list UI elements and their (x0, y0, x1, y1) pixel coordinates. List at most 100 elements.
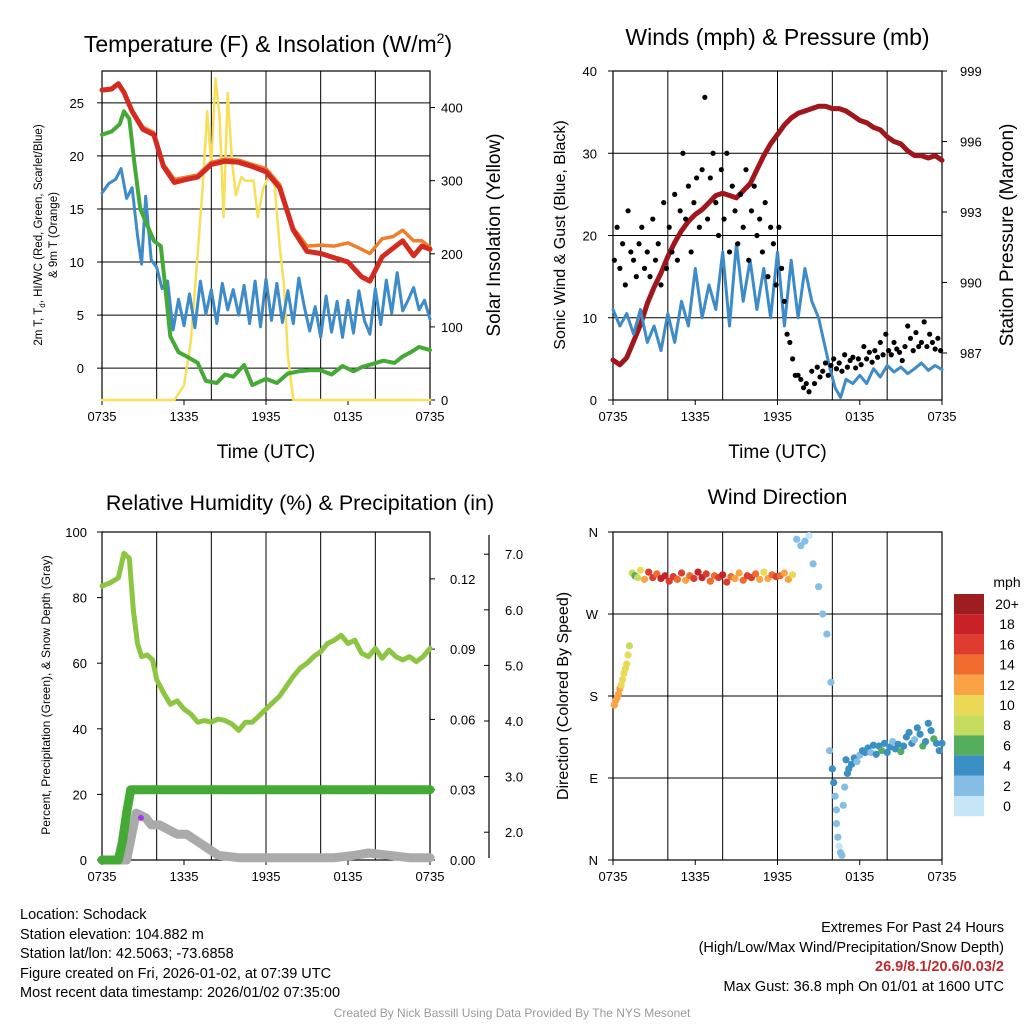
extremes-info: Extremes For Past 24 Hours (High/Low/Max… (699, 919, 1004, 997)
station-location: Location: Schodack (20, 907, 147, 923)
gust-point (647, 274, 653, 280)
y2-tick-label: 987 (960, 346, 982, 361)
gust-point (858, 362, 864, 368)
gust-point (625, 208, 631, 214)
direction-point (880, 739, 889, 747)
series-line-heat-index-wind-chill (100, 167, 432, 339)
gust-points (611, 94, 944, 395)
direction-point (828, 765, 836, 773)
gust-point (636, 241, 642, 247)
x-tick-label: 1935 (252, 409, 281, 424)
direction-point (869, 741, 878, 749)
gust-point (699, 167, 705, 173)
legend-label: 6 (1003, 737, 1011, 753)
gust-point (872, 348, 878, 354)
gust-point (694, 175, 700, 181)
direction-point (841, 783, 849, 791)
gust-point (652, 257, 659, 263)
gust-point (806, 389, 812, 395)
gust-point (685, 183, 691, 189)
direction-point (910, 736, 919, 744)
gust-point (907, 335, 914, 341)
direction-point (832, 819, 841, 828)
chart-title-winds: Winds (mph) & Pressure (mb) (625, 24, 929, 50)
direction-point (927, 727, 935, 735)
direction-point (889, 737, 897, 746)
gust-point (650, 216, 656, 222)
y2-tick-label: 996 (960, 135, 982, 150)
y-axis-label-temp-line2: & 9m T (Orange) (48, 192, 60, 278)
chart-title-temp: Temperature (F) & Insolation (W/m2) (84, 30, 452, 57)
gust-point (614, 224, 620, 230)
x-tick-label: 0735 (599, 869, 628, 884)
gust-point (927, 331, 933, 337)
gust-point (754, 232, 760, 239)
direction-point (825, 747, 834, 755)
figure-created: Figure created on Fri, 2026-01-02, at 07… (20, 965, 332, 982)
y2-tick-label: 0.09 (450, 642, 475, 657)
marker-point (137, 814, 144, 821)
gust-point (861, 343, 867, 350)
direction-point (645, 568, 653, 576)
y-tick-label: W (586, 607, 599, 622)
gust-point (913, 329, 919, 336)
direction-point (897, 747, 905, 756)
gust-point (683, 216, 689, 222)
y-tick-label: 20 (70, 149, 84, 164)
gust-point (833, 366, 840, 372)
gust-point (663, 265, 670, 271)
x-tick-label: 0735 (599, 409, 628, 424)
gust-point (691, 200, 697, 206)
gust-point (661, 200, 667, 206)
direction-point (878, 747, 886, 755)
gust-point (713, 200, 719, 206)
gust-point (902, 343, 908, 350)
direction-point (842, 756, 850, 764)
y-tick-label: 80 (73, 591, 87, 606)
gust-point (762, 200, 768, 206)
station-info: Location: Schodack Station elevation: 10… (20, 906, 340, 1004)
gust-point (770, 241, 776, 247)
gust-point (619, 241, 626, 247)
gust-point (630, 257, 637, 263)
y2-tick-label: 993 (960, 205, 982, 220)
direction-point (839, 801, 847, 809)
y2-tick-label: 300 (441, 174, 463, 189)
y-tick-label: 15 (70, 202, 84, 217)
gust-point (704, 216, 711, 222)
legend-swatch (954, 674, 984, 695)
y-tick-label: 0 (77, 361, 84, 376)
x-axis-label-temp: Time (UTC) (217, 442, 316, 463)
gust-point (800, 385, 807, 391)
x-axis-label-winds: Time (UTC) (728, 442, 827, 463)
legend-label: 0 (1003, 798, 1011, 814)
legend-swatch (954, 755, 984, 776)
series-line-relative-humidity (99, 550, 433, 733)
gust-point (831, 356, 837, 362)
extremes-title: Extremes For Past 24 Hours (821, 920, 1004, 936)
gust-point (726, 249, 733, 255)
direction-point (853, 758, 861, 766)
y-tick-label: 0 (80, 853, 87, 868)
x-tick-label: 1935 (763, 409, 792, 424)
gust-point (776, 224, 782, 230)
legend-label: 4 (1003, 758, 1011, 774)
gust-point (740, 224, 746, 230)
y2-tick-label: 0.03 (450, 783, 475, 798)
legend-swatch (954, 715, 984, 736)
max-gust: Max Gust: 36.8 mph On 01/01 at 1600 UTC (723, 978, 1004, 995)
gust-point (935, 335, 941, 341)
legend-label: 18 (999, 616, 1015, 632)
direction-point (921, 737, 930, 746)
legend-label: 16 (999, 636, 1015, 652)
gust-point (628, 249, 634, 255)
gust-point (842, 352, 848, 358)
y2-tick-label: 200 (441, 247, 463, 262)
direction-point (905, 728, 913, 737)
gust-point (702, 94, 708, 100)
series-line-precipitation (97, 785, 435, 865)
legend-label: 2 (1003, 778, 1011, 794)
gust-point (789, 356, 796, 362)
gust-point (869, 359, 875, 365)
x-tick-label: 0735 (88, 409, 117, 424)
